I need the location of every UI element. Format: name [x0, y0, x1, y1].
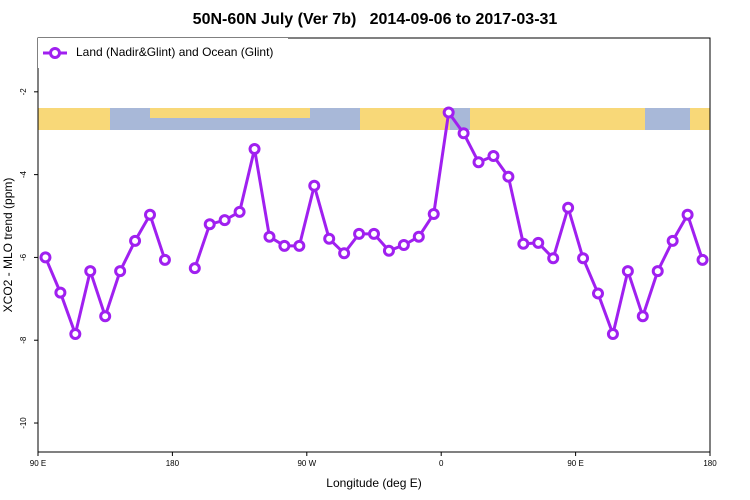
map-land: [470, 108, 645, 130]
data-point: [158, 253, 171, 266]
data-point: [69, 328, 82, 341]
data-point: [382, 244, 395, 257]
x-tick-label: 90 E: [567, 459, 583, 468]
map-land: [38, 108, 110, 130]
data-point: [248, 142, 261, 155]
data-point: [114, 265, 127, 278]
data-point: [696, 253, 709, 266]
x-tick-label: 90 E: [30, 459, 46, 468]
data-point: [144, 208, 156, 221]
data-point: [606, 328, 619, 341]
data-point: [353, 227, 366, 240]
data-point: [368, 227, 380, 240]
data-point: [427, 207, 440, 220]
data-point: [397, 239, 410, 251]
y-tick-label: -8: [19, 336, 28, 344]
data-point: [562, 201, 575, 214]
data-point: [99, 310, 112, 323]
x-axis-label: Longitude (deg E): [326, 476, 421, 490]
data-point: [129, 234, 142, 247]
data-point: [263, 230, 276, 243]
chart-title: 50N-60N July (Ver 7b) 2014-09-06 to 2017…: [193, 11, 558, 28]
data-point: [621, 265, 634, 278]
legend-box: [38, 38, 288, 68]
x-tick-label: 180: [703, 459, 717, 468]
map-strip: [38, 108, 710, 130]
data-point: [547, 252, 560, 265]
y-tick-label: -2: [19, 88, 28, 96]
data-point: [502, 170, 515, 183]
x-tick-label: 0: [439, 459, 444, 468]
data-point: [188, 262, 201, 275]
data-point: [577, 252, 590, 265]
data-point: [323, 232, 336, 245]
data-point: [278, 239, 291, 252]
data-point: [233, 205, 246, 218]
legend-marker: [49, 47, 61, 59]
y-tick-label: -4: [19, 171, 28, 179]
y-tick-label: -10: [19, 417, 28, 429]
data-point: [412, 230, 425, 243]
data-point: [651, 265, 664, 278]
map-land: [360, 108, 450, 130]
data-point: [666, 234, 679, 247]
data-point: [39, 251, 52, 264]
data-point: [681, 208, 694, 221]
data-point: [472, 156, 485, 169]
data-point: [487, 149, 500, 162]
data-point: [592, 287, 604, 300]
data-point: [338, 247, 351, 260]
data-point: [532, 236, 545, 249]
data-point: [457, 127, 470, 140]
map-land: [150, 108, 310, 118]
map-land: [690, 108, 710, 130]
x-tick-label: 90 W: [297, 459, 316, 468]
y-axis-label: XCO2 - MLO trend (ppm): [1, 178, 15, 313]
data-point: [442, 106, 455, 119]
legend: Land (Nadir&Glint) and Ocean (Glint): [38, 38, 288, 68]
x-tick-label: 180: [166, 459, 180, 468]
data-point: [84, 265, 97, 278]
data-point: [517, 237, 530, 250]
series-line: [44, 108, 704, 340]
data-point: [54, 286, 67, 299]
y-tick-label: -6: [19, 253, 28, 261]
legend-label: Land (Nadir&Glint) and Ocean (Glint): [76, 45, 273, 59]
data-point: [203, 218, 216, 231]
data-point: [293, 239, 306, 252]
data-point: [636, 310, 649, 323]
data-point: [308, 179, 321, 192]
data-point: [218, 214, 231, 227]
plot-frame: [37, 37, 711, 453]
